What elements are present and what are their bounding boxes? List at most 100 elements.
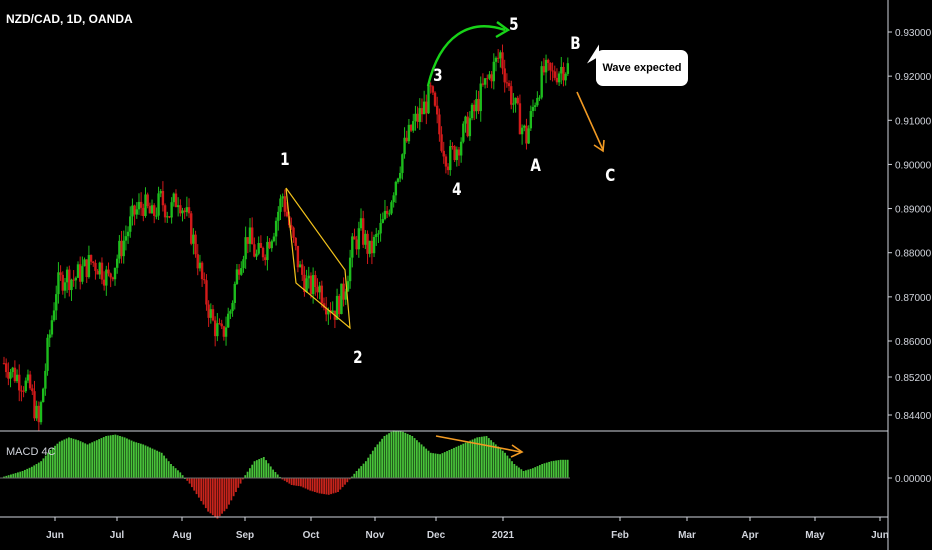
time-tick-label: Aug — [172, 530, 191, 541]
macd-bar — [346, 478, 349, 483]
macd-bar — [91, 442, 94, 478]
candle-body — [479, 83, 482, 112]
candlestick-series — [2, 44, 570, 431]
candle-body — [370, 240, 374, 254]
time-axis[interactable]: Jun Jul Aug Sep Oct Nov Dec 2021 Feb Mar Apr May Jun — [46, 517, 889, 541]
macd-bar — [3, 476, 5, 478]
candle-body — [383, 210, 387, 220]
candle-body — [198, 262, 202, 269]
candle-body — [279, 198, 282, 212]
macd-bar — [327, 478, 330, 495]
candle-body — [377, 233, 380, 235]
macd-bar — [422, 446, 425, 478]
macd-bar — [186, 478, 189, 481]
candle-body — [385, 210, 389, 214]
time-tick-label: Apr — [741, 530, 758, 541]
candle-body — [540, 66, 543, 98]
candle-body — [231, 303, 234, 312]
macd-bar — [413, 438, 416, 478]
macd-bar — [51, 447, 54, 478]
candle-body — [161, 190, 165, 206]
candle-body — [129, 216, 132, 232]
macd-bar — [455, 446, 458, 478]
macd-bar — [262, 457, 265, 478]
candle-body — [155, 215, 158, 217]
candle-body — [388, 213, 391, 215]
candle-body — [416, 113, 419, 122]
wave-label-5: 5 — [509, 15, 519, 35]
candle-body — [551, 70, 554, 72]
candle-body — [102, 279, 106, 286]
macd-bar — [531, 468, 534, 478]
candle-body — [24, 380, 27, 392]
time-tick-label: Oct — [303, 530, 320, 541]
candle-body — [179, 205, 182, 214]
candle-body — [549, 62, 552, 71]
price-tick-label: 0.90000 — [895, 160, 932, 171]
macd-bar — [318, 478, 321, 494]
candle-body — [355, 239, 358, 250]
price-axis[interactable]: 0.93000 0.92000 0.91000 0.90000 0.89000 0.880… — [888, 28, 932, 485]
macd-bar — [306, 478, 309, 490]
candle-body — [94, 262, 97, 271]
candle-body — [311, 275, 315, 295]
candle-body — [514, 97, 517, 104]
macd-bar — [221, 478, 223, 514]
candle-body — [396, 178, 400, 182]
macd-bar — [193, 478, 196, 491]
candle-body — [124, 236, 128, 241]
macd-bar — [541, 464, 544, 478]
candle-body — [440, 134, 443, 151]
macd-bar — [399, 431, 402, 478]
macd-bar — [344, 478, 346, 485]
candle-body — [153, 205, 156, 216]
candle-body — [320, 285, 324, 304]
candle-body — [492, 61, 496, 82]
candle-body — [405, 137, 408, 142]
candle-body — [318, 285, 321, 293]
candle-body — [324, 307, 328, 315]
candle-body — [28, 374, 32, 389]
candle-body — [536, 98, 539, 106]
macd-bar — [527, 469, 530, 478]
symbol-title[interactable]: NZD/CAD, 1D, OANDA — [6, 12, 133, 26]
macd-bar — [288, 478, 291, 484]
candle-body — [353, 236, 356, 240]
macd-bar — [81, 442, 84, 478]
candle-body — [220, 323, 223, 327]
macd-bar — [68, 437, 70, 478]
candle-body — [331, 310, 334, 313]
macd-indicator-label[interactable]: MACD 4C — [6, 446, 56, 458]
candle-body — [170, 202, 173, 218]
candle-body — [390, 202, 393, 214]
macd-bar — [441, 453, 444, 478]
macd-bar — [248, 468, 251, 478]
candle-body — [510, 86, 513, 105]
macd-bar — [135, 442, 138, 478]
candle-body — [499, 52, 502, 59]
macd-bar — [133, 441, 135, 478]
macd-bar — [7, 475, 10, 478]
macd-bar — [114, 434, 117, 478]
candle-body — [35, 405, 38, 419]
candle-body — [566, 63, 570, 74]
candle-body — [462, 123, 465, 142]
macd-bar — [362, 463, 365, 478]
wave-expected-callout[interactable]: Wave expected — [596, 50, 688, 86]
macd-bar — [418, 442, 421, 478]
macd-bar — [281, 478, 284, 480]
macd-bar — [330, 478, 332, 495]
candle-body — [227, 313, 230, 328]
macd-bar — [295, 478, 298, 486]
macd-bar — [506, 455, 509, 478]
candle-body — [375, 234, 378, 237]
candle-body — [403, 137, 406, 155]
candle-body — [253, 244, 256, 257]
macd-bar — [70, 438, 73, 478]
candle-body — [290, 225, 293, 228]
candle-body — [298, 264, 302, 268]
macd-bar — [195, 478, 198, 495]
macd-bar — [181, 475, 184, 478]
candle-body — [2, 363, 6, 365]
